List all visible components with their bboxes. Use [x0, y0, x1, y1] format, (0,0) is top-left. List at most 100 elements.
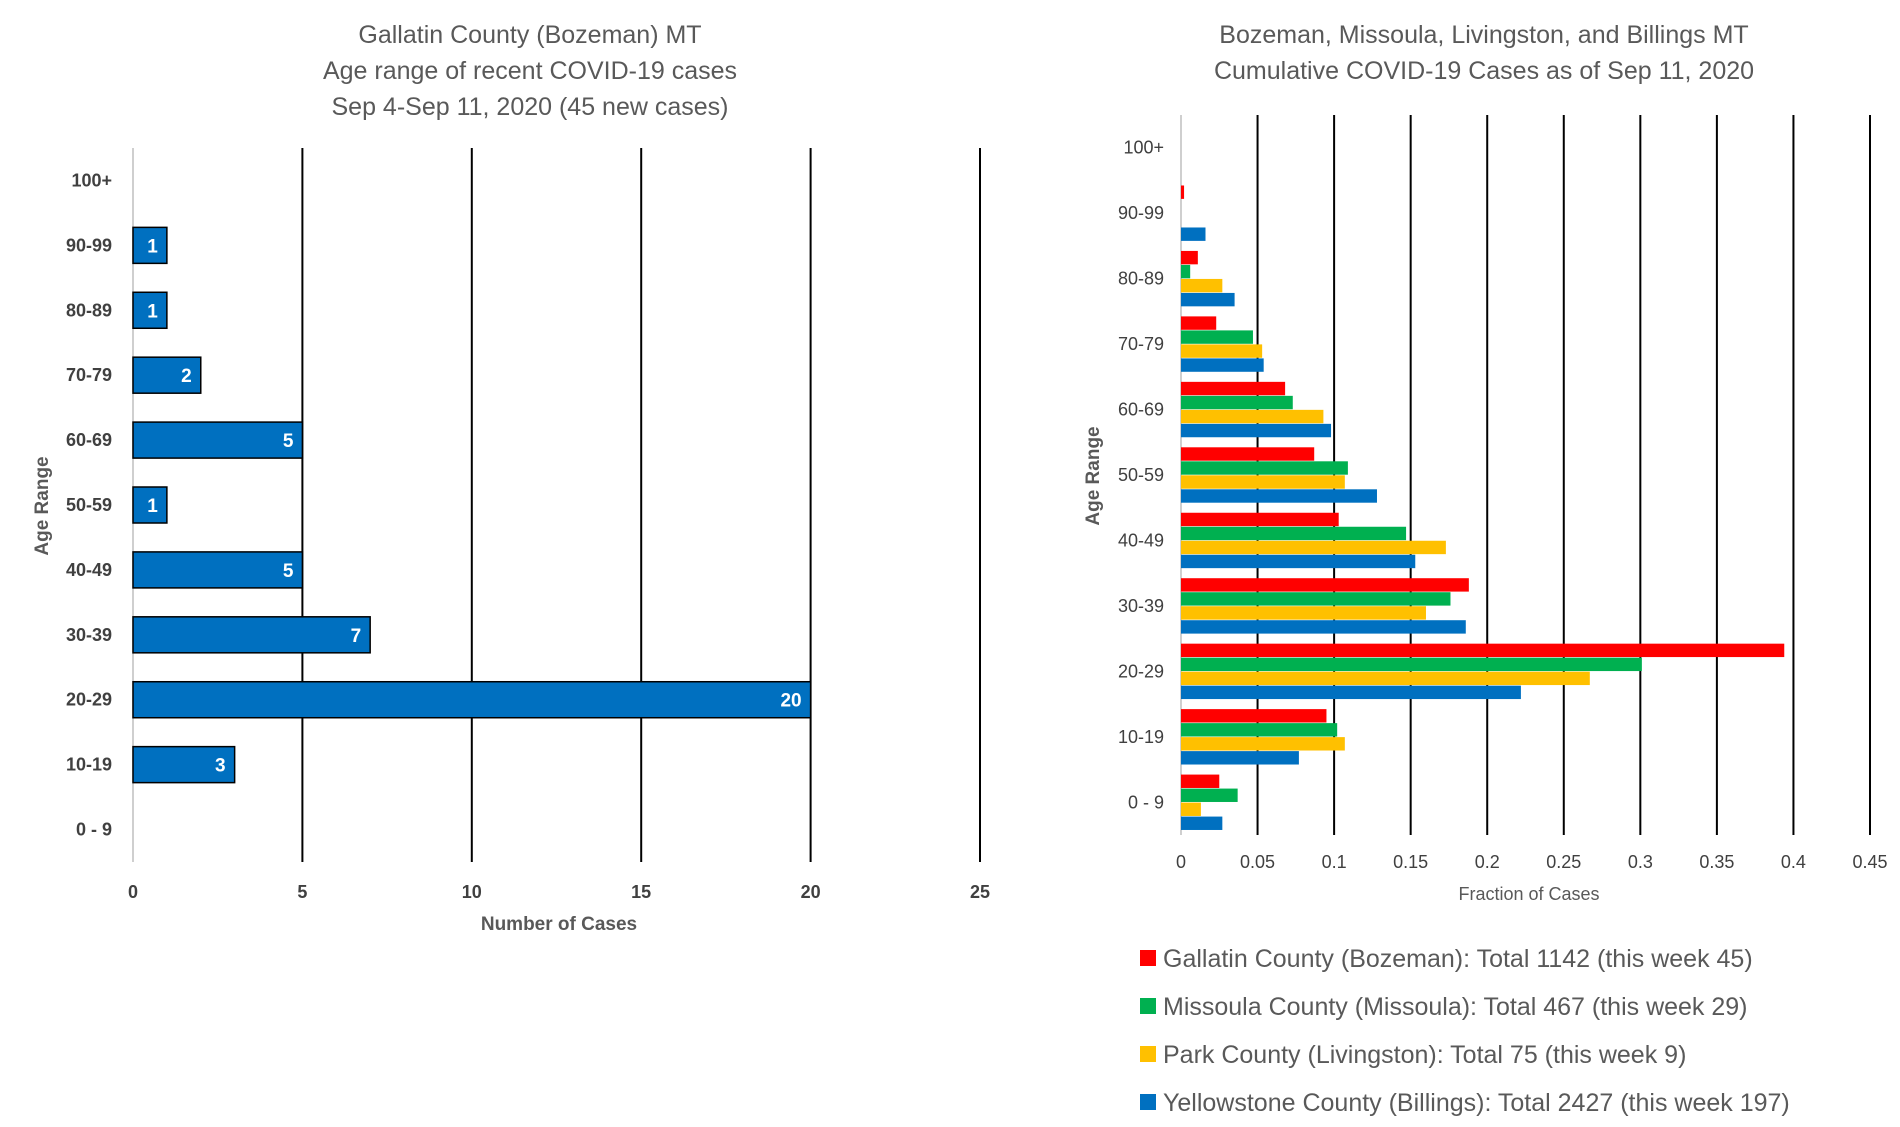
legend-entry-label: Missoula County (Missoula): Total 467 (t… [1163, 993, 1748, 1021]
legend-swatch [1140, 950, 1156, 966]
right-chart-bar [1181, 578, 1469, 592]
right-chart-bar [1181, 264, 1191, 279]
right-chart-bar [1181, 292, 1235, 307]
right-chart-bar [1181, 723, 1338, 737]
right-chart-bar [1181, 475, 1345, 489]
right-chart-bar [1181, 316, 1217, 330]
right-chart-y-tick-label: 70-79 [1118, 334, 1164, 354]
left-chart-y-tick-label: 30-39 [66, 625, 112, 645]
right-chart-y-tick-label: 0 - 9 [1128, 792, 1164, 812]
right-chart-bar [1181, 461, 1348, 475]
left-chart-bar [132, 291, 168, 330]
left-chart-data-label: 5 [283, 431, 294, 452]
left-chart-y-tick-label: 90-99 [66, 235, 112, 255]
left-chart-y-tick-label: 10-19 [66, 755, 112, 775]
right-chart-bar [1181, 540, 1446, 555]
left-chart-bar [132, 486, 168, 524]
right-chart-bar [1181, 358, 1264, 372]
legend-swatch [1140, 1094, 1156, 1110]
right-chart-bar [1181, 751, 1299, 765]
right-chart-bar [1181, 489, 1377, 503]
right-chart-y-tick-label: 80-89 [1118, 269, 1164, 289]
right-chart-bar [1181, 657, 1642, 672]
right-chart-x-tick-label: 0.15 [1393, 852, 1428, 872]
left-chart-y-tick-label: 70-79 [66, 365, 112, 385]
left-chart-data-label: 1 [147, 496, 158, 517]
right-chart-y-tick-label: 60-69 [1118, 400, 1164, 420]
right-chart-bar [1181, 447, 1315, 461]
left-chart-data-label: 7 [351, 626, 362, 647]
left-chart-y-tick-label: 20-29 [66, 690, 112, 710]
right-chart-bar [1181, 802, 1201, 816]
right-chart-bar [1181, 278, 1223, 293]
left-chart-y-tick-label: 100+ [71, 170, 112, 190]
left-chart-data-label: 20 [780, 691, 801, 712]
right-chart-bar [1181, 774, 1220, 788]
right-chart-x-tick-label: 0.2 [1475, 852, 1500, 872]
right-chart-bar [1181, 788, 1238, 802]
left-chart-y-tick-label: 0 - 9 [76, 820, 112, 840]
right-chart-bar [1181, 395, 1293, 410]
right-chart-x-tick-label: 0.4 [1781, 852, 1806, 872]
right-chart-bar [1181, 671, 1590, 686]
right-chart-bar [1181, 227, 1206, 241]
right-chart-y-tick-label: 50-59 [1118, 465, 1164, 485]
left-chart-x-axis-label: Number of Cases [481, 914, 637, 935]
left-chart-x-tick-label: 20 [801, 882, 821, 902]
left-chart-x-tick-label: 0 [128, 882, 138, 902]
left-chart-bar [132, 551, 304, 589]
right-chart-x-axis-label: Fraction of Cases [1458, 884, 1599, 904]
legend-entry-label: Park County (Livingston): Total 75 (this… [1163, 1041, 1686, 1069]
right-chart-bar [1181, 554, 1416, 569]
legend-swatch [1140, 998, 1156, 1014]
left-chart-x-tick-label: 25 [970, 882, 990, 902]
right-chart-title-line-2: Cumulative COVID-19 Cases as of Sep 11, … [1214, 57, 1754, 85]
left-chart-data-label: 5 [283, 561, 294, 582]
right-chart-x-tick-label: 0 [1176, 852, 1186, 872]
left-chart-data-label: 3 [215, 756, 226, 777]
left-chart-bar [132, 421, 304, 459]
left-chart-y-tick-label: 40-49 [66, 560, 112, 580]
right-chart-x-tick-label: 0.45 [1852, 852, 1887, 872]
left-chart-y-tick-label: 60-69 [66, 430, 112, 450]
right-chart-x-tick-label: 0.1 [1322, 852, 1347, 872]
left-chart-x-tick-label: 15 [631, 882, 651, 902]
left-chart-bar [132, 356, 202, 394]
right-chart-bar [1181, 816, 1223, 830]
right-chart-bar [1181, 643, 1785, 658]
right-chart-plot-area: 0 0.05 0.1 0.15 0.2 0.25 0.3 0.35 0.4 0.45 0 - 9 10… [1118, 115, 1888, 872]
right-chart-bar [1181, 709, 1327, 723]
right-chart-bar [1181, 737, 1345, 751]
left-chart-title-line-1: Gallatin County (Bozeman) MT [358, 21, 701, 49]
right-chart-x-tick-label: 0.3 [1628, 852, 1653, 872]
left-chart-bar [132, 226, 168, 265]
right-chart-y-tick-label: 10-19 [1118, 727, 1164, 747]
right-chart-x-tick-label: 0.05 [1240, 852, 1275, 872]
left-chart-title-line-3: Sep 4-Sep 11, 2020 (45 new cases) [331, 93, 728, 121]
legend-swatch [1140, 1046, 1156, 1062]
right-chart-bar [1181, 620, 1466, 634]
right-chart-bar [1181, 423, 1332, 438]
left-chart-data-label: 1 [147, 301, 158, 322]
right-chart-bar [1181, 250, 1198, 265]
left-chart-bar [132, 680, 812, 719]
right-chart-y-tick-label: 40-49 [1118, 530, 1164, 550]
right-chart-y-axis-label: Age Range [1083, 426, 1104, 525]
right-chart-x-tick-label: 0.35 [1699, 852, 1734, 872]
right-chart-y-tick-label: 30-39 [1118, 596, 1164, 616]
right-chart-bar [1181, 685, 1521, 700]
right-chart-y-tick-label: 100+ [1123, 138, 1164, 158]
right-chart-title-line-1: Bozeman, Missoula, Livingston, and Billi… [1219, 21, 1748, 49]
left-chart-y-tick-label: 80-89 [66, 300, 112, 320]
right-chart-bar [1181, 592, 1451, 606]
right-chart-legend: Gallatin County (Bozeman): Total 1142 (t… [1140, 945, 1790, 1117]
legend-entry-label: Yellowstone County (Billings): Total 242… [1163, 1089, 1790, 1117]
left-chart-y-tick-label: 50-59 [66, 495, 112, 515]
left-chart-data-label: 1 [147, 236, 158, 257]
left-chart-x-tick-label: 10 [462, 882, 482, 902]
left-chart-y-axis-label: Age Range [32, 456, 53, 555]
left-chart-bar [132, 616, 371, 654]
legend-entry-label: Gallatin County (Bozeman): Total 1142 (t… [1163, 945, 1753, 973]
